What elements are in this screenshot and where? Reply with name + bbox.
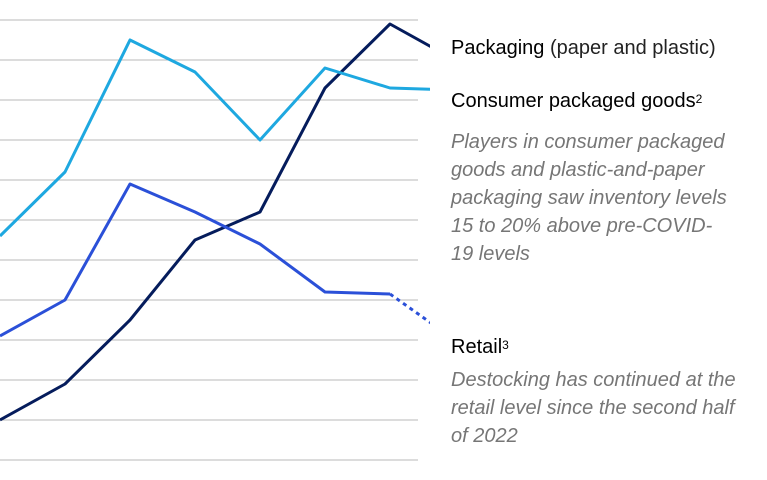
series-line-2 <box>0 182 391 338</box>
legend-retail-label: Retail <box>451 336 503 358</box>
series-line-1 <box>0 38 430 238</box>
series-line-0 <box>0 22 430 422</box>
legend-cpg: Consumer packaged goods2 <box>451 89 702 113</box>
legend-retail-footnote: 3 <box>502 338 509 352</box>
legend-cpg-label: Consumer packaged goods <box>451 90 696 112</box>
series-lines <box>0 22 430 422</box>
legend-cpg-footnote: 2 <box>695 92 703 106</box>
retail-annotation: Destocking has continued at the retail l… <box>451 369 736 447</box>
legend-packaging: Packaging (paper and plastic) <box>451 36 716 60</box>
legend-retail: Retail3 <box>451 335 509 359</box>
line-chart <box>0 19 430 461</box>
series-projection-2 <box>389 292 430 325</box>
legend-packaging-sublabel: (paper and plastic) <box>544 37 716 59</box>
cpg-annotation: Players in consumer packaged goods and p… <box>451 131 727 265</box>
legend-packaging-label: Packaging <box>451 37 545 59</box>
